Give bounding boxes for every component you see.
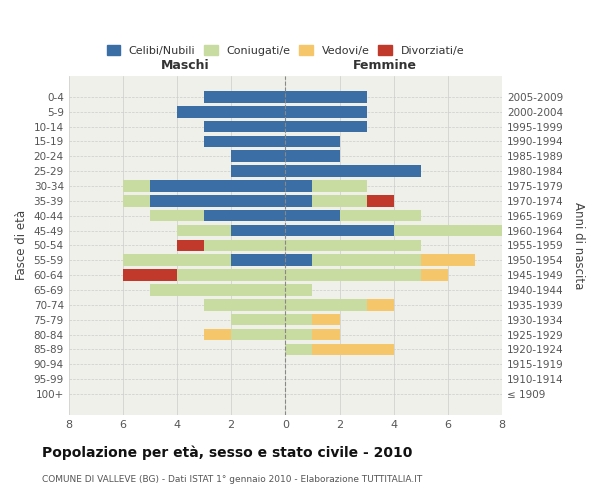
Bar bbox=[286, 166, 421, 177]
Legend: Celibi/Nubili, Coniugati/e, Vedovi/e, Divorziati/e: Celibi/Nubili, Coniugati/e, Vedovi/e, Di… bbox=[102, 40, 469, 60]
Bar bbox=[367, 299, 394, 310]
Bar bbox=[177, 270, 286, 281]
Bar bbox=[204, 328, 231, 340]
Bar bbox=[123, 254, 231, 266]
Bar bbox=[150, 210, 204, 222]
Bar bbox=[231, 224, 286, 236]
Bar bbox=[286, 224, 394, 236]
Bar bbox=[123, 195, 150, 206]
Text: Popolazione per età, sesso e stato civile - 2010: Popolazione per età, sesso e stato civil… bbox=[42, 446, 412, 460]
Text: Femmine: Femmine bbox=[353, 59, 417, 72]
Bar bbox=[204, 240, 286, 251]
Bar bbox=[286, 210, 340, 222]
Bar bbox=[313, 344, 394, 355]
Bar bbox=[286, 344, 313, 355]
Bar bbox=[367, 195, 394, 206]
Bar bbox=[150, 195, 286, 206]
Bar bbox=[150, 180, 286, 192]
Bar bbox=[286, 150, 340, 162]
Bar bbox=[204, 136, 286, 147]
Y-axis label: Fasce di età: Fasce di età bbox=[15, 210, 28, 280]
Bar bbox=[204, 299, 286, 310]
Bar bbox=[313, 180, 367, 192]
Bar bbox=[421, 270, 448, 281]
Bar bbox=[313, 328, 340, 340]
Bar bbox=[231, 166, 286, 177]
Bar bbox=[231, 254, 286, 266]
Bar bbox=[313, 195, 367, 206]
Bar bbox=[286, 284, 313, 296]
Bar bbox=[123, 180, 150, 192]
Bar bbox=[313, 314, 340, 326]
Bar bbox=[286, 299, 367, 310]
Bar bbox=[286, 270, 421, 281]
Bar bbox=[204, 121, 286, 132]
Bar bbox=[177, 240, 204, 251]
Bar bbox=[231, 328, 286, 340]
Bar bbox=[286, 240, 421, 251]
Text: Maschi: Maschi bbox=[161, 59, 210, 72]
Bar bbox=[421, 254, 475, 266]
Bar bbox=[286, 180, 313, 192]
Bar bbox=[313, 254, 421, 266]
Bar bbox=[286, 91, 367, 102]
Bar bbox=[286, 106, 367, 118]
Bar bbox=[286, 328, 313, 340]
Bar bbox=[204, 91, 286, 102]
Bar bbox=[123, 270, 177, 281]
Bar bbox=[394, 224, 502, 236]
Y-axis label: Anni di nascita: Anni di nascita bbox=[572, 202, 585, 289]
Bar bbox=[231, 314, 286, 326]
Bar bbox=[286, 195, 313, 206]
Bar bbox=[286, 314, 313, 326]
Bar bbox=[150, 284, 286, 296]
Bar bbox=[177, 224, 231, 236]
Bar bbox=[286, 136, 340, 147]
Bar bbox=[204, 210, 286, 222]
Bar bbox=[286, 121, 367, 132]
Bar bbox=[340, 210, 421, 222]
Bar bbox=[231, 150, 286, 162]
Text: COMUNE DI VALLEVE (BG) - Dati ISTAT 1° gennaio 2010 - Elaborazione TUTTITALIA.IT: COMUNE DI VALLEVE (BG) - Dati ISTAT 1° g… bbox=[42, 476, 422, 484]
Bar bbox=[177, 106, 286, 118]
Bar bbox=[286, 254, 313, 266]
